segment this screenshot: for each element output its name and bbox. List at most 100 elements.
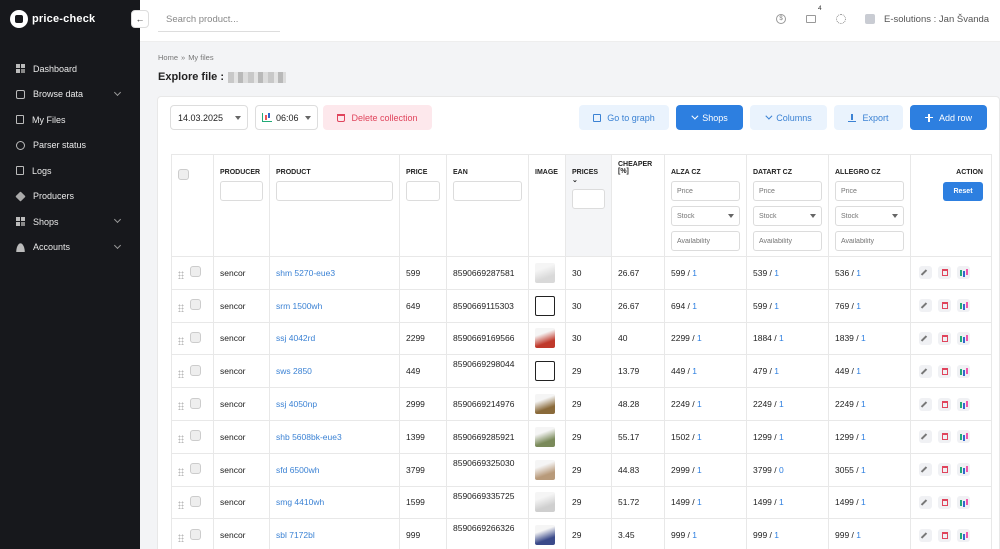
product-link[interactable]: shb 5608bk-eue3 [276,431,342,442]
allegro-count[interactable]: 1 [861,497,866,508]
allegro-count[interactable]: 1 [861,464,866,475]
edit-icon[interactable] [919,397,932,411]
chart-icon[interactable] [957,364,970,378]
drag-handle-icon[interactable] [178,336,184,345]
alza-count[interactable]: 1 [697,431,702,442]
sidebar-item-producers[interactable]: Producers [0,184,140,210]
allegro-stock-select[interactable] [835,206,904,226]
product-link[interactable]: sfd 6500wh [276,464,320,475]
date-select[interactable]: 14.03.2025 [170,105,248,130]
alza-count[interactable]: 1 [692,300,698,311]
row-checkbox[interactable] [190,397,201,409]
product-thumbnail[interactable] [535,295,555,316]
price-filter-input[interactable] [406,181,440,201]
breadcrumb-home[interactable]: Home [158,53,179,62]
edit-icon[interactable] [919,495,932,509]
edit-icon[interactable] [919,364,932,378]
alza-availability-filter[interactable] [671,231,740,251]
reset-button[interactable]: Reset [943,182,983,201]
breadcrumb-current[interactable]: My files [188,53,214,62]
datart-count[interactable]: 1 [779,399,784,410]
time-select[interactable]: 06:06 [255,105,318,130]
product-thumbnail[interactable] [535,459,555,480]
chart-icon[interactable] [957,397,970,411]
product-link[interactable]: srm 1500wh [276,300,323,311]
producer-filter-input[interactable] [220,181,263,201]
row-checkbox[interactable] [190,528,201,540]
search-input[interactable] [158,8,280,32]
alza-stock-select[interactable] [671,206,740,226]
select-all-checkbox[interactable] [178,169,189,180]
chart-icon[interactable] [957,430,970,444]
drag-handle-icon[interactable] [178,467,184,476]
avatar[interactable] [865,14,875,24]
allegro-price-filter[interactable] [835,181,904,201]
go-to-graph-button[interactable]: Go to graph [579,105,669,130]
sidebar-collapse-button[interactable]: ← [131,10,149,28]
alza-count[interactable]: 1 [697,464,702,475]
trash-icon[interactable] [938,463,951,477]
product-thumbnail[interactable] [535,262,555,283]
datart-count[interactable]: 1 [779,431,784,442]
row-checkbox[interactable] [190,331,201,343]
drag-handle-icon[interactable] [178,533,184,542]
alza-stock-filter[interactable] [671,206,740,226]
trash-icon[interactable] [938,528,951,542]
row-checkbox[interactable] [190,266,201,278]
export-button[interactable]: Export [834,105,903,130]
row-checkbox[interactable] [190,495,201,507]
user-name[interactable]: E-solutions : Jan Švanda [884,14,990,25]
alza-count[interactable]: 1 [692,366,698,377]
alza-count[interactable]: 1 [692,530,698,541]
product-thumbnail[interactable] [535,328,555,349]
row-checkbox[interactable] [190,463,201,475]
product-thumbnail[interactable] [535,361,555,382]
edit-icon[interactable] [919,430,932,444]
logo[interactable]: price-check [10,10,95,28]
trash-icon[interactable] [938,364,951,378]
allegro-stock-filter[interactable] [835,206,904,226]
allegro-count[interactable]: 1 [856,300,862,311]
datart-count[interactable]: 1 [779,333,784,344]
allegro-count[interactable]: 1 [856,530,862,541]
datart-availability-filter[interactable] [753,231,822,251]
datart-count[interactable]: 0 [779,464,784,475]
row-checkbox[interactable] [190,299,201,311]
theme-toggle-icon[interactable] [836,14,846,24]
alza-count[interactable]: 1 [697,399,702,410]
chart-icon[interactable] [957,299,970,313]
product-link[interactable]: smg 4410wh [276,497,325,508]
prices-filter-input[interactable] [572,189,605,209]
chart-icon[interactable] [957,331,970,345]
shops-button[interactable]: Shops [676,105,743,130]
edit-icon[interactable] [919,299,932,313]
currency-icon[interactable]: $ [776,14,786,24]
allegro-count[interactable]: 1 [861,431,866,442]
product-link[interactable]: sbl 7172bl [276,530,315,541]
alza-count[interactable]: 1 [697,333,702,344]
sidebar-item-logs[interactable]: Logs [0,158,140,184]
row-checkbox[interactable] [190,430,201,442]
delete-collection-button[interactable]: Delete collection [323,105,432,130]
drag-handle-icon[interactable] [178,271,184,280]
alza-price-filter[interactable] [671,181,740,201]
trash-icon[interactable] [938,495,951,509]
edit-icon[interactable] [919,463,932,477]
drag-handle-icon[interactable] [178,500,184,509]
datart-stock-filter[interactable] [753,206,822,226]
add-row-button[interactable]: Add row [910,105,987,130]
drag-handle-icon[interactable] [178,303,184,312]
edit-icon[interactable] [919,266,932,280]
sidebar-item-parser-status[interactable]: Parser status [0,133,140,159]
row-checkbox[interactable] [190,364,201,376]
trash-icon[interactable] [938,397,951,411]
col-prices[interactable]: PRICES ⌄ [565,154,612,257]
sidebar-item-accounts[interactable]: Accounts [0,235,140,261]
datart-count[interactable]: 1 [774,267,780,278]
edit-icon[interactable] [919,331,932,345]
trash-icon[interactable] [938,266,951,280]
product-link[interactable]: ssj 4050np [276,399,318,410]
sidebar-item-shops[interactable]: Shops [0,209,140,235]
datart-count[interactable]: 1 [779,497,784,508]
trash-icon[interactable] [938,331,951,345]
